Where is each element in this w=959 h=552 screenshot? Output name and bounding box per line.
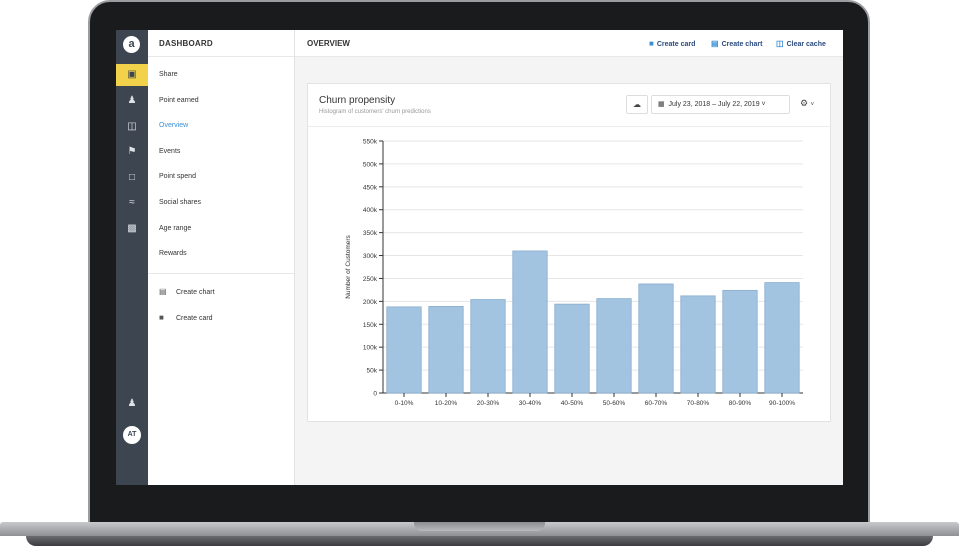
- share-icon[interactable]: ▣: [116, 64, 148, 86]
- x-tick-label: 70-80%: [687, 400, 710, 407]
- bar-30-40%: [512, 250, 548, 394]
- nav-item-overview[interactable]: Overview: [159, 122, 189, 129]
- y-tick-label: 350k: [363, 230, 378, 237]
- flag-icon[interactable]: ⚑: [127, 146, 137, 157]
- x-tick-label: 80-90%: [729, 400, 752, 407]
- x-tick-label: 40-50%: [561, 400, 584, 407]
- bar-10-20%: [428, 306, 464, 394]
- bar-60-70%: [638, 283, 674, 394]
- chevron-down-icon: ˅: [810, 102, 815, 108]
- bar-20-30%: [470, 299, 506, 394]
- nav-create-chart[interactable]: ▤ Create chart: [159, 287, 215, 296]
- card-subtitle: Histogram of customers' churn prediction…: [319, 109, 431, 115]
- cloud-download-icon: ☁: [633, 100, 641, 109]
- user-settings-icon[interactable]: ♟: [127, 398, 137, 409]
- user-avatar[interactable]: AT: [123, 426, 141, 444]
- app-logo[interactable]: a: [123, 36, 140, 53]
- bar-0-10%: [386, 306, 422, 394]
- chat-icon[interactable]: □: [128, 172, 136, 183]
- card-icon: ■: [649, 39, 654, 48]
- app-screen: a ▣ ♟ ◫ ⚑ □ ≈ ▩ ♟ AT DASHBOARD Share Poi…: [116, 30, 843, 485]
- nav-divider: [148, 273, 295, 274]
- y-tick-label: 250k: [363, 276, 378, 283]
- y-tick-label: 550k: [363, 139, 378, 146]
- clear-cache-label: Clear cache: [786, 41, 826, 48]
- image-icon[interactable]: ▩: [127, 223, 137, 234]
- y-tick-label: 500k: [363, 161, 378, 168]
- y-tick-label: 150k: [363, 322, 378, 329]
- create-card-button[interactable]: ■ Create card: [649, 39, 695, 48]
- settings-button[interactable]: ⚙ ˅: [800, 98, 814, 109]
- icon-rail: a ▣ ♟ ◫ ⚑ □ ≈ ▩ ♟ AT: [116, 30, 148, 485]
- nav-header: DASHBOARD: [148, 30, 294, 57]
- bar-80-90%: [722, 289, 758, 394]
- nav-item-rewards[interactable]: Rewards: [159, 250, 187, 257]
- chart-icon: ▤: [711, 39, 719, 48]
- bar-50-60%: [596, 298, 632, 394]
- y-tick-label: 200k: [363, 299, 378, 306]
- wave-icon[interactable]: ≈: [129, 197, 135, 208]
- bar-70-80%: [680, 295, 716, 394]
- chart-icon: ▤: [159, 287, 167, 296]
- create-chart-button[interactable]: ▤ Create chart: [711, 39, 762, 48]
- nav-panel: DASHBOARD Share Point earned Overview Ev…: [148, 30, 295, 485]
- topbar: OVERVIEW ■ Create card ▤ Create chart ◫ Cle…: [295, 30, 843, 57]
- download-button[interactable]: ☁: [626, 95, 648, 114]
- y-tick-label: 100k: [363, 345, 378, 352]
- gear-icon: ⚙: [800, 98, 809, 108]
- date-range-value: July 23, 2018 – July 22, 2019: [668, 101, 760, 108]
- x-tick-label: 50-60%: [603, 400, 626, 407]
- x-tick-label: 0-10%: [395, 400, 414, 407]
- bar-40-50%: [554, 303, 590, 394]
- x-tick-label: 20-30%: [477, 400, 500, 407]
- x-tick-label: 60-70%: [645, 400, 668, 407]
- date-range-picker[interactable]: ▦ July 23, 2018 – July 22, 2019 ˅: [651, 95, 790, 114]
- create-chart-label: Create chart: [721, 41, 763, 48]
- page-title: OVERVIEW: [307, 39, 350, 48]
- laptop-foot: [26, 536, 933, 546]
- point-earned-icon[interactable]: ♟: [127, 95, 137, 106]
- create-card-label: Create card: [656, 41, 696, 48]
- y-tick-label: 400k: [363, 207, 378, 214]
- nav-item-events[interactable]: Events: [159, 148, 181, 155]
- nav-create-card[interactable]: ■ Create card: [159, 313, 213, 322]
- x-tick-label: 10-20%: [435, 400, 458, 407]
- chevron-down-icon: ˅: [761, 101, 766, 108]
- x-tick-label: 90-100%: [769, 400, 795, 407]
- nav-item-point-earned[interactable]: Point earned: [159, 97, 199, 104]
- y-axis-label: Number of Customers: [345, 234, 352, 298]
- nav-item-point-spend[interactable]: Point spend: [159, 173, 196, 180]
- nav-item-age-range[interactable]: Age range: [159, 225, 192, 232]
- nav-create-chart-label: Create chart: [176, 289, 215, 296]
- nav-item-social-shares[interactable]: Social shares: [159, 199, 202, 206]
- bar-90-100%: [764, 282, 800, 394]
- x-tick-label: 30-40%: [519, 400, 542, 407]
- clear-cache-button[interactable]: ◫ Clear cache: [776, 39, 826, 48]
- trash-icon: ◫: [776, 39, 784, 48]
- churn-histogram: 0 50k 100k 150k 200k 250k 300k 350k 400k 450k 500k…: [345, 139, 803, 407]
- y-tick-label: 300k: [363, 253, 378, 260]
- gift-icon[interactable]: ◫: [127, 121, 137, 132]
- main-area: OVERVIEW ■ Create card ▤ Create chart ◫ Cle…: [295, 30, 843, 485]
- chart-card: Churn propensity Histogram of customers'…: [307, 83, 832, 422]
- card-icon: ■: [159, 313, 164, 322]
- laptop-notch: [414, 522, 545, 531]
- y-tick-label: 50k: [367, 368, 378, 375]
- nav-item-share[interactable]: Share: [159, 71, 178, 78]
- card-title: Churn propensity: [319, 95, 396, 106]
- card-divider: [308, 126, 832, 127]
- nav-create-card-label: Create card: [176, 315, 213, 322]
- calendar-icon: ▦: [658, 101, 665, 108]
- y-tick-label: 0: [373, 391, 377, 398]
- y-tick-label: 450k: [363, 184, 378, 191]
